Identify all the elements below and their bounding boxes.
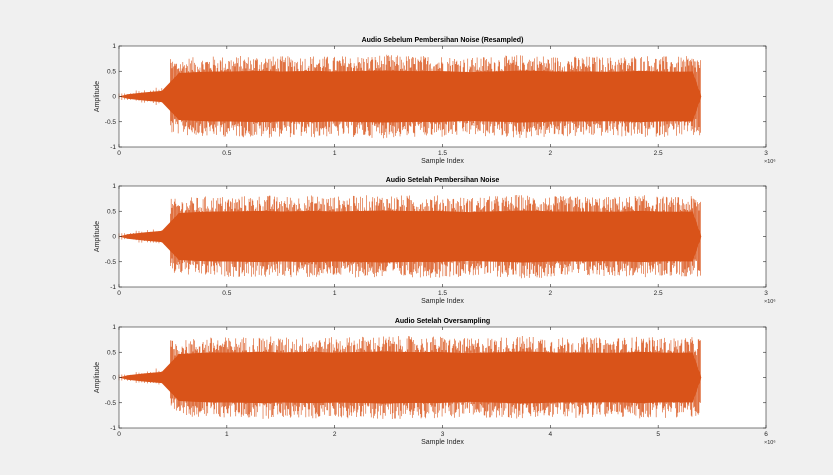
subplot-3: 0 1 2 3 4 5 6 -1 -0.5 0 0.5 1 ×10⁶ Audio Setelah Over…	[94, 318, 776, 446]
x-axis-title: Sample Index	[421, 158, 464, 165]
y-tick-label: -0.5	[105, 119, 117, 126]
y-axis-title: Amplitude	[94, 362, 101, 393]
x-tick-label: 2	[549, 150, 553, 157]
x-tick-label: 2	[333, 431, 337, 438]
x-tick-label: 3	[764, 150, 768, 157]
waveform-line	[119, 70, 702, 123]
x-axis-title: Sample Index	[421, 439, 464, 446]
waveform-line	[119, 351, 702, 404]
x-tick-label: 0.5	[222, 290, 231, 297]
x-tick-label: 0.5	[222, 150, 231, 157]
y-axis-title: Amplitude	[94, 221, 101, 252]
y-tick-label: 1	[112, 324, 116, 331]
y-tick-label: 0	[112, 94, 116, 101]
subplot-1: 0 0.5 1 1.5 2 2.5 3 -1 -0.5 0 0.5 1 ×10⁶ Audio Sebelu…	[94, 37, 776, 165]
plot-title: Audio Sebelum Pembersihan Noise (Resampl…	[362, 37, 524, 44]
plot-title: Audio Setelah Oversampling	[395, 318, 490, 325]
y-tick-label: 0	[112, 234, 116, 241]
x-tick-label: 4	[549, 431, 553, 438]
y-tick-label: 0	[112, 375, 116, 382]
plot-title: Audio Setelah Pembersihan Noise	[386, 177, 500, 184]
x-tick-label: 3	[441, 431, 445, 438]
y-tick-label: 0.5	[107, 208, 116, 215]
waveform-line	[119, 210, 702, 263]
x-tick-label: 1	[225, 431, 229, 438]
y-tick-label: -1	[110, 425, 116, 432]
x-tick-label: 3	[764, 290, 768, 297]
x-axis-title: Sample Index	[421, 298, 464, 305]
y-tick-label: -0.5	[105, 400, 117, 407]
x-exponent-label: ×10⁶	[764, 158, 776, 165]
x-tick-label: 0	[117, 431, 121, 438]
subplot-2: 0 0.5 1 1.5 2 2.5 3 -1 -0.5 0 0.5 1 ×10⁶ Audio Setela…	[94, 177, 776, 305]
x-tick-label: 6	[764, 431, 768, 438]
x-tick-label: 2.5	[654, 290, 663, 297]
x-exponent-label: ×10⁶	[764, 439, 776, 446]
y-tick-label: 0.5	[107, 349, 116, 356]
x-tick-label: 0	[117, 290, 121, 297]
x-tick-label: 1.5	[438, 150, 447, 157]
y-tick-label: -0.5	[105, 259, 117, 266]
y-tick-label: -1	[110, 284, 116, 291]
x-tick-label: 1	[333, 290, 337, 297]
x-tick-label: 2.5	[654, 150, 663, 157]
x-tick-label: 0	[117, 150, 121, 157]
x-tick-label: 2	[549, 290, 553, 297]
y-axis-title: Amplitude	[94, 81, 101, 112]
y-tick-label: 0.5	[107, 68, 116, 75]
x-tick-label: 1.5	[438, 290, 447, 297]
x-tick-label: 5	[656, 431, 660, 438]
y-tick-label: 1	[112, 183, 116, 190]
y-tick-label: 1	[112, 43, 116, 50]
x-tick-label: 1	[333, 150, 337, 157]
y-tick-label: -1	[110, 144, 116, 151]
x-exponent-label: ×10⁶	[764, 298, 776, 305]
